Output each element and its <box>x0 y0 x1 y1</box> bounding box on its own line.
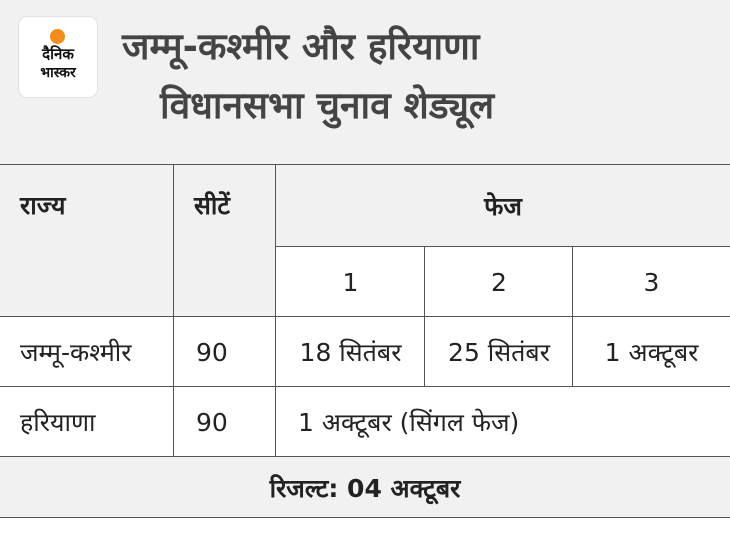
page-title-line2: विधानसभा चुनाव शेड्यूल <box>160 84 495 127</box>
grid-line-col2 <box>275 164 276 457</box>
row-jk-seats: 90 <box>196 337 228 367</box>
row-haryana-seats: 90 <box>196 407 228 437</box>
phase-number-1: 1 <box>342 267 359 297</box>
row-jk-phase2: 25 सितंबर <box>448 337 550 367</box>
sun-dot-icon <box>50 29 65 44</box>
row-jk-state: जम्मू-कश्मीर <box>20 337 132 367</box>
grid-line-top <box>0 164 730 165</box>
row-haryana-single-phase: 1 अक्टूबर (सिंगल फेज) <box>298 407 520 437</box>
header-phase: फेज <box>276 165 730 247</box>
logo-text-line1: दैनिक <box>42 45 74 63</box>
header-state: राज्य <box>0 165 174 317</box>
dainik-bhaskar-logo: दैनिक भास्कर <box>19 17 97 97</box>
row-haryana-state: हरियाणा <box>20 407 96 437</box>
phase-number-2: 2 <box>491 267 507 297</box>
logo-text-line2: भास्कर <box>40 65 76 81</box>
result-date: रिजल्ट: 04 अक्टूबर <box>0 457 730 518</box>
grid-line-result-bottom <box>0 517 730 518</box>
header-banner <box>0 0 730 164</box>
grid-line-col3 <box>424 246 425 387</box>
grid-line-col1 <box>173 164 174 457</box>
header-seats: सीटें <box>174 165 276 317</box>
grid-line-header-bottom <box>0 316 730 317</box>
grid-line-row2-bottom <box>0 456 730 457</box>
grid-line-phase-divider <box>276 246 730 247</box>
page-title-line1: जम्मू-कश्मीर और हरियाणा <box>122 25 480 68</box>
row-jk-phase3: 1 अक्टूबर <box>604 337 699 367</box>
row-jk-phase1: 18 सितंबर <box>299 337 402 367</box>
grid-line-col4 <box>572 246 573 387</box>
grid-line-row1-bottom <box>0 386 730 387</box>
phase-number-3: 3 <box>643 267 660 297</box>
